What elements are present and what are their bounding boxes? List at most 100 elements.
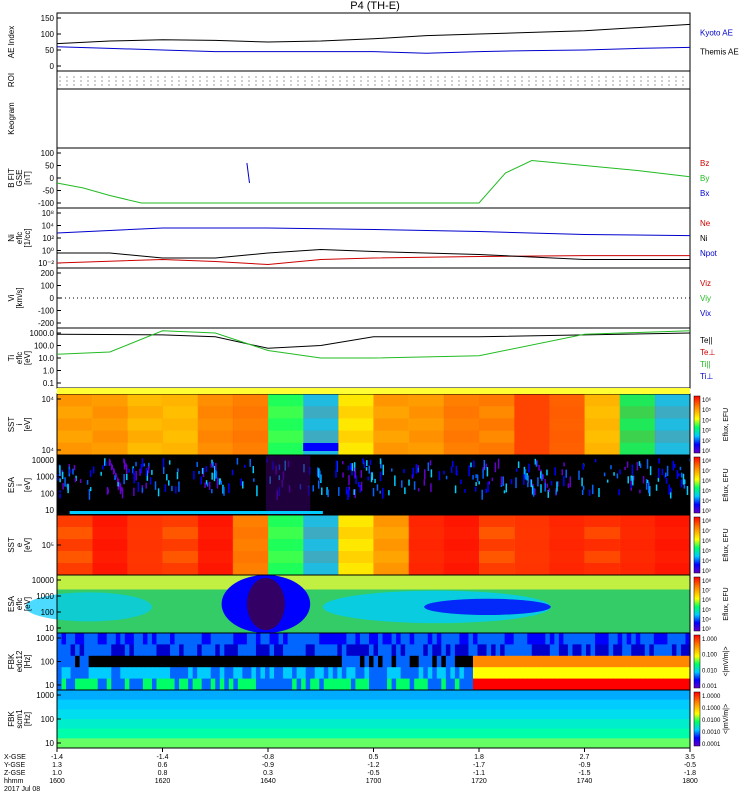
spectrogram-shade [232,527,269,539]
time-row-value: 1740 [577,778,593,785]
roi-dot [633,80,635,82]
y-tick-label: 1000 [36,691,54,700]
spectrogram-shade [549,430,585,443]
fbk-cell [563,655,569,668]
colorbar-tick: 10⁵ [702,548,712,555]
fbk-cell [296,667,302,680]
fbk-cell [563,644,569,657]
fbk-cell [373,644,379,657]
fbk-cell [274,667,280,680]
fbk-cell [274,633,280,645]
fbk-cell [337,655,343,668]
time-row-value: -1.2 [367,762,379,769]
fbk-cell [680,655,687,668]
spectrogram-speck [210,463,213,468]
spectrogram-shade [303,563,339,575]
fbk-cell [129,667,135,680]
fbk-cell [210,633,216,645]
spectrogram-speck [157,488,160,497]
fbk-cell [79,655,85,668]
time-row-value: 2.7 [580,754,590,761]
fbk-cell [472,655,479,668]
roi-dot [248,80,250,82]
roi-dot [101,76,103,78]
spectrogram-speck [369,459,372,465]
roi-dot [276,80,278,82]
fbk-band [57,699,690,710]
spectrogram-speck [488,481,490,485]
plot-title: P4 (TH-E) [350,0,400,12]
colorbar-tick: 0.1000 [702,706,721,712]
spectrogram-speck [379,471,382,482]
fbk-cell [649,655,655,668]
fbk-cell [540,633,546,645]
spectrogram-speck [486,467,489,477]
fbk-cell [436,644,442,657]
fbk-cell [495,633,501,645]
roi-dot [171,76,173,78]
spectrogram-speck [482,469,484,479]
spectrogram-speck [200,476,202,485]
y-axis-label: SSTe[eV] [7,537,32,553]
fbk-cell [84,678,90,691]
fbk-cell [93,667,99,680]
fbk-cell [156,633,162,645]
fbk-cell [151,655,158,668]
fbk-cell [640,678,646,691]
spectrogram-speck [355,475,357,485]
fbk-cell [418,678,424,691]
spectrogram-speck [673,463,676,468]
spectrogram-speck [67,484,69,494]
spectrogram-shade [373,563,410,575]
spectrogram-speck [534,488,536,496]
fbk-cell [572,633,578,645]
fbk-cell [346,667,352,680]
fbk-cell [255,667,262,680]
colorbar-tick: 10⁵ [702,407,712,414]
fbk-cell [409,678,415,691]
spectrogram-speck [642,475,645,484]
spectrogram-shade [303,551,339,563]
fbk-cell [246,678,253,691]
fbk-cell [545,633,551,645]
fbk-cell [613,655,619,668]
roi-dot [164,84,166,86]
fbk-cell [658,667,664,680]
fbk-cell [346,633,352,645]
fbk-cell [590,633,596,645]
spectrogram-speck [391,468,393,472]
fbk-cell [522,633,528,645]
fbk-cell [405,655,411,668]
spectrogram-shade [443,430,480,443]
fbk-cell [305,644,311,657]
fbk-cell [604,644,610,657]
roi-dot [269,76,271,78]
fbk-cell [649,644,655,657]
fbk-cell [576,633,583,645]
y-axis-label-line: i [15,484,24,486]
series-kyoto-ae [56,46,691,54]
roi-dot [73,76,75,78]
fbk-cell [563,633,569,645]
spectrogram-speck [503,490,506,494]
spectrogram-speck [212,462,214,468]
fbk-cell [576,678,583,691]
colorbar-tick: 10⁵ [702,488,712,495]
fbk-cell [572,667,578,680]
fbk-cell [567,633,574,645]
fbk-cell [314,678,320,691]
spectrogram-speck [338,487,340,496]
spectrogram-shade [443,515,480,527]
fbk-cell [188,667,194,680]
fbk-cell [328,678,334,691]
roi-dot [668,80,670,82]
roi-dot [157,76,159,78]
fbk-cell [436,633,442,645]
fbk-cell [75,633,81,645]
fbk-cell [613,678,619,691]
fbk-cell [396,633,402,645]
fbk-cell [147,667,153,680]
y-tick-label: 10 [45,739,54,748]
fbk-cell [586,633,592,645]
fbk-cell [323,633,329,645]
